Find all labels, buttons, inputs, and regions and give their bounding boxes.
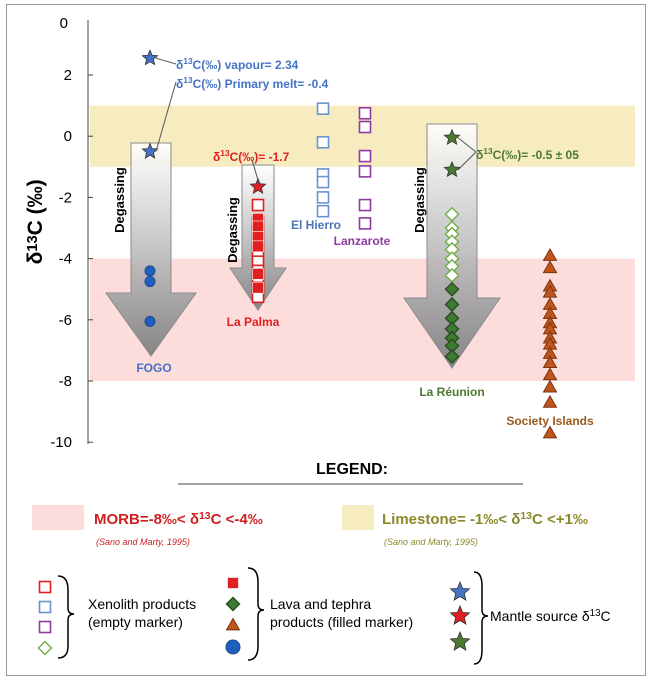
data-point-triangle-filled [542,425,558,439]
data-point-triangle-filled [542,248,558,261]
y-tick-label: -10 [50,434,72,451]
data-point-square-open [316,175,330,189]
y-tick-label: -4 [59,251,72,268]
mantle-source-star [249,177,267,195]
legend-brace [473,571,489,665]
legend-star-green [449,630,471,651]
annotation-leader [251,159,261,187]
legend-morb-label: MORB=-8‰< δ13C <-4‰ [94,510,263,528]
data-point-square-open [316,102,330,115]
legend-limestone-label: Limestone= -1‰< δ13C <+1‰ [382,510,588,528]
y-axis-label: δ13C (‰) [24,179,47,264]
legend-limestone-ref: (Sano and Marty, 1995) [384,537,478,547]
mantle-source-star [443,160,461,178]
annotation-leader [155,81,177,152]
figure-frame [6,4,646,676]
group-label: El Hierro [291,218,341,232]
data-point-diamond-filled [444,281,460,297]
legend-xenolith-line2: (empty marker) [88,614,183,630]
ylabel-layer: δ13C (‰) [24,179,47,264]
y-tick-label: -6 [59,312,72,329]
legend-morb-ref: (Sano and Marty, 1995) [96,537,190,547]
data-point-square-filled [252,240,264,253]
legend-marker-blue-square-open [38,600,52,614]
annotation-leader [155,57,177,65]
annotations-layer: FOGO La Palma El Hierro Lanzarote La Réunion… [136,56,594,428]
legend-marker-triangle-filled [225,617,241,631]
data-point-square-filled [252,268,264,280]
data-point-triangle-filled [542,260,558,274]
top-label: 0 [60,15,68,32]
data-point-square-open [251,198,265,212]
y-tick-label: -8 [59,373,72,390]
legend-marker-green-diamond-open [37,640,53,656]
legend-mantle-label: Mantle source δ13C [490,608,611,624]
legend-lava-line1: Lava and tephra [270,596,371,612]
data-point-square-open [358,165,372,178]
annotation-vapour: δ13C(‰) vapour= 2.34 [176,56,299,72]
degassing-label: Degassing [112,167,127,233]
data-point-circle-filled [144,265,156,277]
group-label: Society Islands [506,414,594,428]
y-tick-label: 0 [64,128,72,145]
legend-marker-purple-square-open [38,620,52,634]
legend-title: LEGEND: [316,461,388,478]
band-morb [90,258,635,381]
data-point-triangle-filled [542,379,558,393]
data-point-square-open [316,191,330,204]
mantle-source-star [141,142,159,159]
legend-morb-swatch [32,505,84,530]
degassing-label: Degassing [412,167,427,233]
annotation-lapalma: δ13C(‰)= -1.7 [213,148,290,164]
data-point-diamond-filled [444,349,460,365]
legend-star-blue [449,580,471,601]
legend-marker-red-square-filled [227,577,239,589]
data-point-triangle-filled [542,394,558,408]
group-label: FOGO [136,361,171,375]
legend-star-red [449,604,471,625]
data-point-circle-filled [144,276,156,288]
legend-marker-red-square-open [38,580,52,594]
group-label: Lanzarote [334,234,391,248]
data-point-square-open [358,198,372,212]
annotation-leader [457,151,477,171]
data-point-square-open [358,120,372,134]
legend-xenolith-line1: Xenolith products [88,596,196,612]
legend-limestone-swatch [342,505,374,530]
data-point-square-open [358,149,372,163]
group-label: La Palma [227,315,280,329]
y-tick-label: -2 [59,189,72,206]
data-point-square-open [316,204,330,218]
y-tick-label: 2 [64,67,72,84]
points-layer [141,49,558,439]
legend-brace [247,567,265,661]
data-point-square-open [358,106,372,120]
annotation-melt: δ13C(‰) Primary melt= -0.4 [176,75,329,91]
legend-marker-green-diamond-filled [225,596,241,612]
data-point-circle-filled [144,315,156,327]
annotation-reunion: δ13C(‰)= -0.5 ± 05 [476,146,579,162]
mantle-source-star [141,49,159,66]
ticks-layer: 2 0 -2 -4 -6 -8 -10 [50,67,93,451]
degassing-label: Degassing [225,197,240,263]
annotation-leader [457,137,477,153]
data-point-square-open [358,217,372,230]
data-point-square-open [316,136,330,149]
legend-brace [57,575,75,659]
legend-marker-blue-circle [225,639,241,655]
data-point-square-filled [252,281,264,294]
legend-layer: LEGEND: MORB=-8‰< δ13C <-4‰ (Sano and Mart… [32,461,611,665]
legend-lava-line2: products (filled marker) [270,614,413,630]
data-point-square-filled [252,220,264,233]
mantle-source-star [443,128,461,146]
group-label: La Réunion [419,385,484,399]
degassing-arrow-fogo [105,142,197,357]
